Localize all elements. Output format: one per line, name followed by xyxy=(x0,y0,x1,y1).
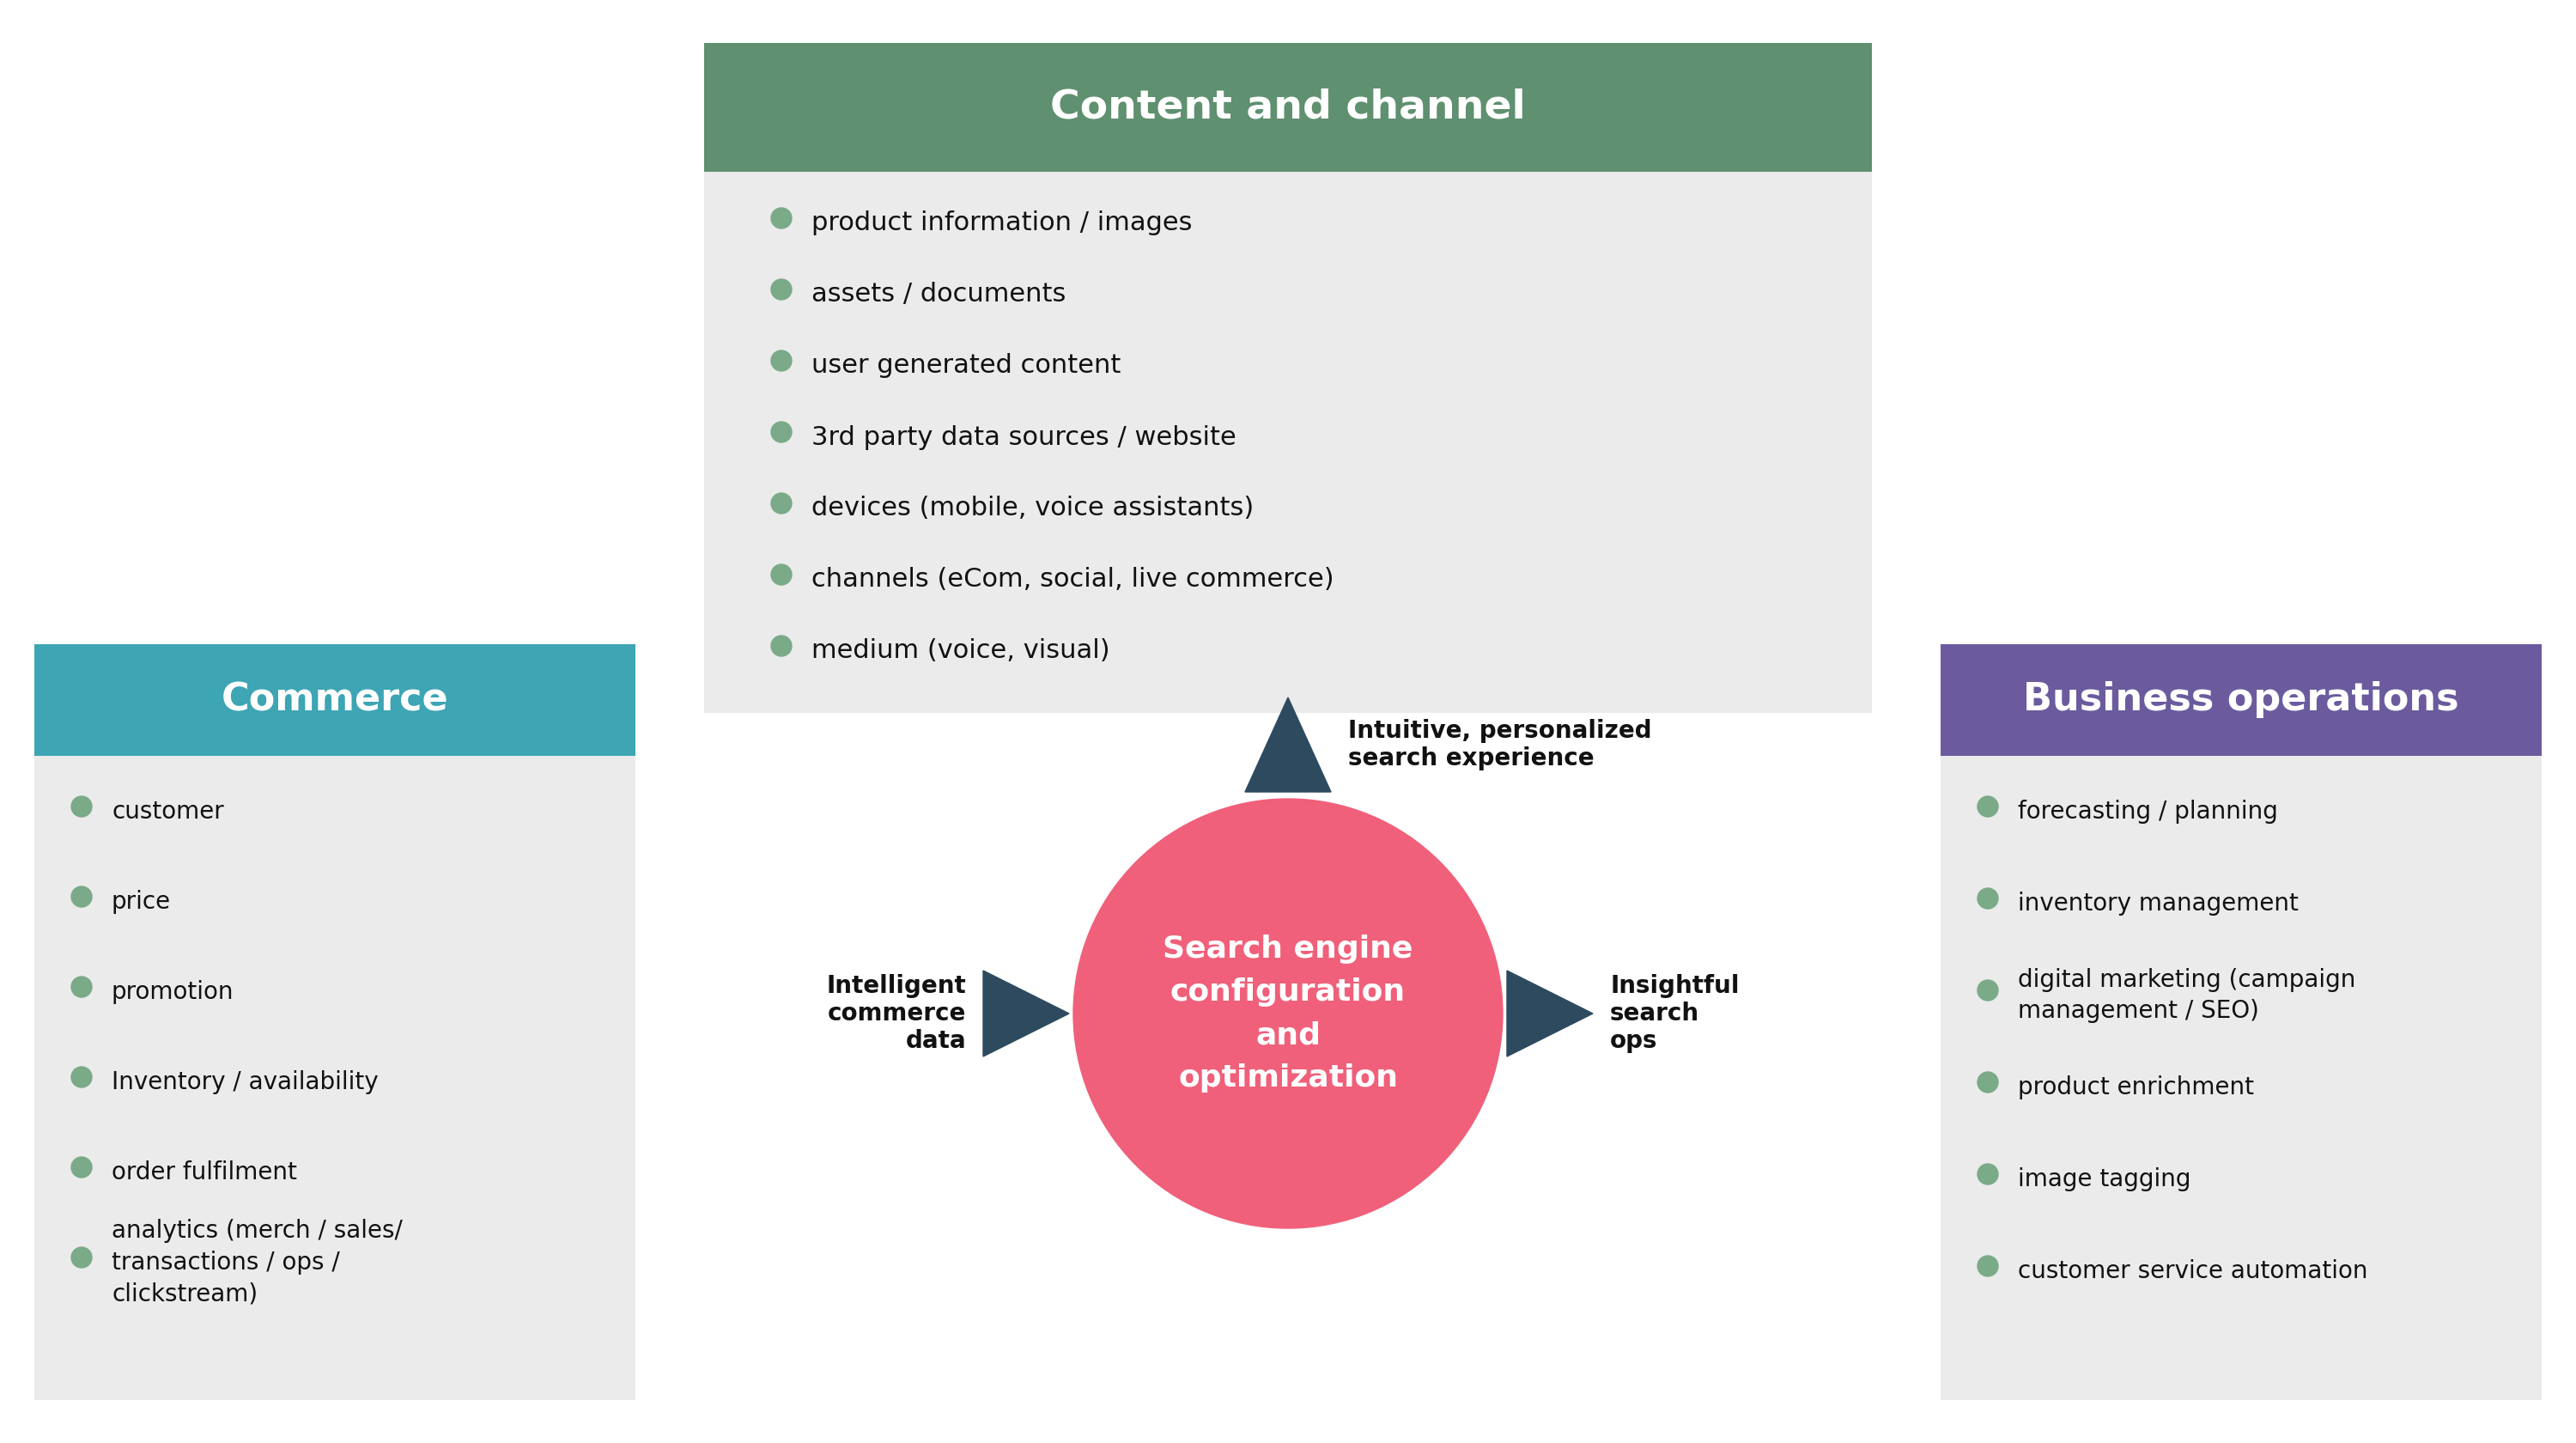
Text: order fulfilment: order fulfilment xyxy=(111,1160,296,1185)
Circle shape xyxy=(770,278,791,300)
Text: user generated content: user generated content xyxy=(811,354,1121,378)
Circle shape xyxy=(770,564,791,584)
Circle shape xyxy=(72,977,93,997)
Text: customer service automation: customer service automation xyxy=(2017,1260,2367,1283)
Text: assets / documents: assets / documents xyxy=(811,283,1066,307)
Circle shape xyxy=(1978,1072,1999,1092)
FancyBboxPatch shape xyxy=(1940,756,2543,1400)
Polygon shape xyxy=(1507,971,1592,1056)
Text: forecasting / planning: forecasting / planning xyxy=(2017,799,2277,824)
Text: Inventory / availability: Inventory / availability xyxy=(111,1071,379,1094)
FancyBboxPatch shape xyxy=(703,43,1873,172)
Text: digital marketing (campaign
management / SEO): digital marketing (campaign management /… xyxy=(2017,968,2354,1023)
Circle shape xyxy=(770,494,791,514)
Text: devices (mobile, voice assistants): devices (mobile, voice assistants) xyxy=(811,496,1255,521)
FancyBboxPatch shape xyxy=(1940,644,2543,756)
Text: 3rd party data sources / website: 3rd party data sources / website xyxy=(811,424,1236,450)
Circle shape xyxy=(1978,797,1999,817)
Text: Commerce: Commerce xyxy=(222,681,448,719)
Polygon shape xyxy=(1244,697,1332,792)
Text: Insightful
search
ops: Insightful search ops xyxy=(1610,974,1739,1053)
Polygon shape xyxy=(984,971,1069,1056)
Circle shape xyxy=(1074,799,1502,1228)
Text: customer: customer xyxy=(111,799,224,824)
Text: Search engine
configuration
and
optimization: Search engine configuration and optimiza… xyxy=(1162,934,1414,1092)
Circle shape xyxy=(1978,1165,1999,1185)
Circle shape xyxy=(770,351,791,371)
Text: inventory management: inventory management xyxy=(2017,892,2298,916)
Text: product enrichment: product enrichment xyxy=(2017,1075,2254,1100)
FancyBboxPatch shape xyxy=(33,756,636,1400)
Circle shape xyxy=(770,421,791,443)
Text: analytics (merch / sales/
transactions / ops /
clickstream): analytics (merch / sales/ transactions /… xyxy=(111,1219,402,1306)
Circle shape xyxy=(72,1247,93,1268)
Circle shape xyxy=(1978,980,1999,1000)
Circle shape xyxy=(770,635,791,657)
Text: Business operations: Business operations xyxy=(2022,681,2460,719)
Text: Content and channel: Content and channel xyxy=(1051,88,1525,127)
Text: Intelligent
commerce
data: Intelligent commerce data xyxy=(827,974,966,1053)
Circle shape xyxy=(72,797,93,817)
Text: product information / images: product information / images xyxy=(811,211,1193,235)
Text: medium (voice, visual): medium (voice, visual) xyxy=(811,639,1110,664)
Text: price: price xyxy=(111,890,170,913)
FancyBboxPatch shape xyxy=(703,172,1873,713)
Circle shape xyxy=(72,1066,93,1088)
Circle shape xyxy=(1978,887,1999,909)
Circle shape xyxy=(72,1157,93,1177)
Text: image tagging: image tagging xyxy=(2017,1167,2190,1192)
Text: promotion: promotion xyxy=(111,980,234,1004)
Circle shape xyxy=(1978,1255,1999,1277)
Text: channels (eCom, social, live commerce): channels (eCom, social, live commerce) xyxy=(811,567,1334,592)
Text: Intuitive, personalized
search experience: Intuitive, personalized search experienc… xyxy=(1347,719,1651,771)
Circle shape xyxy=(72,886,93,908)
FancyBboxPatch shape xyxy=(33,644,636,756)
Circle shape xyxy=(770,208,791,228)
